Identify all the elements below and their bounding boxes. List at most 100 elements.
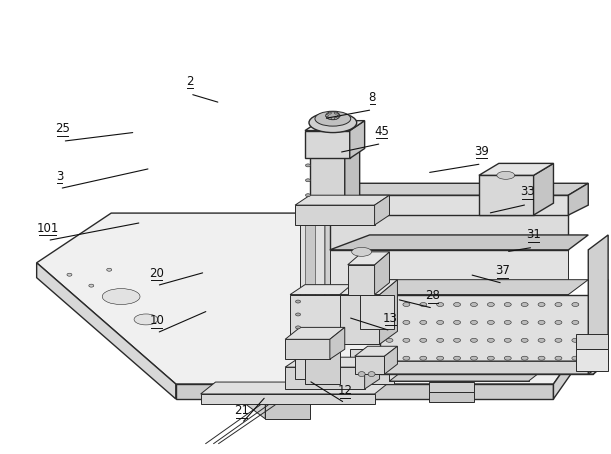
Text: 10: 10 bbox=[149, 314, 164, 327]
Ellipse shape bbox=[420, 302, 426, 306]
Ellipse shape bbox=[334, 117, 337, 119]
Ellipse shape bbox=[521, 356, 528, 360]
Polygon shape bbox=[305, 220, 315, 369]
Ellipse shape bbox=[488, 356, 494, 360]
Ellipse shape bbox=[437, 356, 444, 360]
Polygon shape bbox=[379, 361, 608, 374]
Ellipse shape bbox=[488, 351, 510, 361]
Polygon shape bbox=[430, 382, 474, 392]
Text: 33: 33 bbox=[520, 186, 535, 198]
Ellipse shape bbox=[67, 273, 72, 276]
Ellipse shape bbox=[306, 194, 310, 197]
Polygon shape bbox=[345, 285, 360, 339]
Polygon shape bbox=[355, 356, 384, 374]
Polygon shape bbox=[479, 163, 554, 175]
Ellipse shape bbox=[437, 321, 444, 325]
Ellipse shape bbox=[521, 321, 528, 325]
Ellipse shape bbox=[403, 321, 410, 325]
Polygon shape bbox=[554, 334, 588, 399]
Text: 12: 12 bbox=[337, 384, 353, 397]
Ellipse shape bbox=[572, 321, 579, 325]
Polygon shape bbox=[285, 357, 379, 367]
Polygon shape bbox=[330, 235, 588, 250]
Ellipse shape bbox=[315, 111, 351, 126]
Ellipse shape bbox=[488, 338, 494, 342]
Polygon shape bbox=[375, 252, 389, 295]
Ellipse shape bbox=[420, 356, 426, 360]
Ellipse shape bbox=[572, 356, 579, 360]
Ellipse shape bbox=[538, 321, 545, 325]
Text: 25: 25 bbox=[55, 122, 70, 135]
Ellipse shape bbox=[538, 302, 545, 306]
Ellipse shape bbox=[134, 314, 158, 325]
Ellipse shape bbox=[358, 372, 365, 376]
Polygon shape bbox=[200, 382, 389, 394]
Polygon shape bbox=[365, 357, 379, 389]
Ellipse shape bbox=[306, 179, 310, 182]
Polygon shape bbox=[285, 367, 365, 389]
Ellipse shape bbox=[504, 338, 511, 342]
Ellipse shape bbox=[470, 302, 477, 306]
Polygon shape bbox=[389, 367, 546, 381]
Polygon shape bbox=[330, 280, 588, 295]
Polygon shape bbox=[348, 265, 375, 295]
Polygon shape bbox=[479, 175, 533, 215]
Text: 45: 45 bbox=[374, 124, 389, 138]
Text: 31: 31 bbox=[526, 228, 541, 242]
Text: 2: 2 bbox=[186, 75, 194, 88]
Ellipse shape bbox=[386, 338, 393, 342]
Polygon shape bbox=[265, 399, 310, 419]
Text: 3: 3 bbox=[56, 170, 64, 183]
Ellipse shape bbox=[296, 300, 301, 303]
Polygon shape bbox=[349, 349, 395, 384]
Polygon shape bbox=[345, 145, 360, 215]
Ellipse shape bbox=[403, 302, 410, 306]
Ellipse shape bbox=[521, 338, 528, 342]
Ellipse shape bbox=[538, 356, 545, 360]
Text: 28: 28 bbox=[426, 289, 441, 302]
Ellipse shape bbox=[102, 289, 140, 305]
Polygon shape bbox=[533, 163, 554, 215]
Polygon shape bbox=[389, 357, 529, 381]
Text: 101: 101 bbox=[36, 222, 59, 235]
Ellipse shape bbox=[386, 302, 393, 306]
Ellipse shape bbox=[309, 113, 357, 133]
Polygon shape bbox=[593, 280, 608, 374]
Ellipse shape bbox=[555, 356, 562, 360]
Ellipse shape bbox=[497, 171, 514, 179]
Text: 13: 13 bbox=[383, 312, 398, 325]
Polygon shape bbox=[340, 295, 379, 344]
Ellipse shape bbox=[521, 302, 528, 306]
Polygon shape bbox=[246, 384, 265, 419]
Polygon shape bbox=[305, 131, 349, 158]
Polygon shape bbox=[295, 195, 389, 205]
Ellipse shape bbox=[555, 338, 562, 342]
Ellipse shape bbox=[386, 356, 393, 360]
Ellipse shape bbox=[453, 356, 461, 360]
Text: 21: 21 bbox=[234, 405, 249, 417]
Polygon shape bbox=[576, 334, 608, 349]
Ellipse shape bbox=[488, 321, 494, 325]
Polygon shape bbox=[348, 252, 389, 265]
Polygon shape bbox=[430, 392, 474, 402]
Ellipse shape bbox=[504, 302, 511, 306]
Polygon shape bbox=[568, 183, 588, 215]
Ellipse shape bbox=[403, 356, 410, 360]
Polygon shape bbox=[340, 280, 397, 295]
Ellipse shape bbox=[538, 338, 545, 342]
Ellipse shape bbox=[420, 321, 426, 325]
Ellipse shape bbox=[453, 338, 461, 342]
Ellipse shape bbox=[386, 321, 393, 325]
Ellipse shape bbox=[453, 321, 461, 325]
Polygon shape bbox=[330, 195, 568, 215]
Ellipse shape bbox=[470, 321, 477, 325]
Polygon shape bbox=[285, 339, 330, 359]
Ellipse shape bbox=[328, 117, 331, 119]
Polygon shape bbox=[290, 295, 345, 339]
Polygon shape bbox=[285, 327, 345, 339]
Polygon shape bbox=[290, 285, 360, 295]
Ellipse shape bbox=[326, 115, 328, 117]
Polygon shape bbox=[588, 235, 608, 374]
Polygon shape bbox=[379, 280, 397, 344]
Ellipse shape bbox=[470, 338, 477, 342]
